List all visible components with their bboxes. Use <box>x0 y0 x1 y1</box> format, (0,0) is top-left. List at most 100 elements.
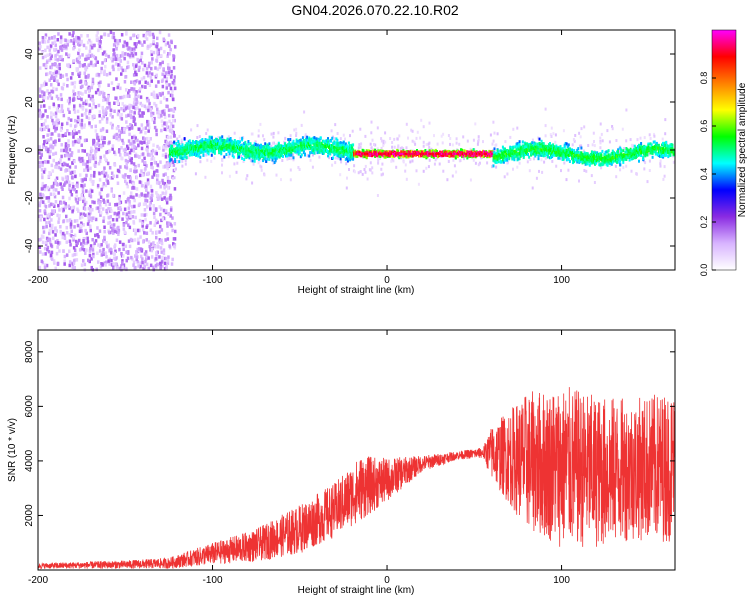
spectrogram-cell <box>153 101 156 106</box>
spectrogram-cell <box>101 117 104 121</box>
spectrogram-cell <box>131 53 135 58</box>
spectrogram-cell <box>221 139 224 143</box>
spectrogram-cell <box>248 156 251 160</box>
spectrogram-cell <box>156 163 159 167</box>
spectrogram-cell <box>68 110 71 114</box>
spectrogram-cell <box>361 172 364 176</box>
spectrogram-cell <box>447 149 450 153</box>
spectrogram-cell <box>138 65 141 70</box>
spectrogram-cell <box>187 146 190 149</box>
spectrogram-cell <box>122 174 125 179</box>
spectrogram-cell <box>117 206 120 211</box>
spectrogram-cell <box>81 215 84 219</box>
spectrogram-cell <box>154 66 157 70</box>
spectrogram-cell <box>146 31 150 36</box>
spectrogram-cell <box>271 149 274 153</box>
spectrogram-cell <box>118 240 122 244</box>
spectrogram-cell <box>155 44 159 49</box>
spectrogram-cell <box>492 139 495 143</box>
spectrogram-cell <box>79 212 83 216</box>
spectrogram-cell <box>155 253 158 257</box>
spectrogram-cell <box>382 144 385 148</box>
spectrogram-cell <box>41 181 45 186</box>
spectrogram-cell <box>146 81 150 85</box>
spectrogram-cell <box>198 142 201 146</box>
spectrogram-cell <box>109 108 113 113</box>
spectrogram-cell <box>120 146 123 150</box>
spectrogram-cell <box>175 142 178 145</box>
spectrogram-cell <box>163 261 167 266</box>
spectrogram-cell <box>48 151 51 156</box>
spectrogram-cell <box>260 143 262 147</box>
spectrogram-cell <box>80 183 83 188</box>
spectrogram-cell <box>90 146 93 151</box>
spectrogram-cell <box>161 72 164 76</box>
spectrogram-cell <box>235 170 238 174</box>
spectrogram-cell <box>140 140 143 145</box>
spectrogram-cell <box>295 142 298 146</box>
spectrogram-cell <box>593 140 595 143</box>
spectrogram-cell <box>42 135 45 139</box>
spectrogram-cell <box>143 104 147 109</box>
spectrogram-cell <box>77 94 80 99</box>
spectrogram-cell <box>202 143 205 147</box>
spectrogram-cell <box>143 252 147 256</box>
spectrogram-cell <box>371 166 374 170</box>
spectrogram-cell <box>155 47 159 52</box>
spectrogram-cell <box>68 32 71 36</box>
spectrogram-cell <box>178 150 181 154</box>
spectrogram-cell <box>291 146 294 150</box>
spectrogram-cell <box>152 173 156 177</box>
spectrogram-cell <box>57 104 61 108</box>
spectrogram-cell <box>61 58 64 62</box>
spectrogram-cell <box>82 223 85 227</box>
spectrogram-cell <box>554 140 557 144</box>
spectrogram-cell <box>538 169 540 173</box>
spectrogram-cell <box>48 58 51 63</box>
spectrogram-cell <box>180 154 183 158</box>
spectrogram-cell <box>247 154 250 158</box>
spectrogram-cell <box>79 223 83 228</box>
spectrogram-cell <box>146 178 150 182</box>
spectrogram-cell <box>287 146 290 150</box>
spectrogram-cell <box>137 163 140 168</box>
spectrogram-cell <box>336 146 339 150</box>
spectrogram-cell <box>445 153 448 157</box>
spectrogram-cell <box>280 147 283 151</box>
spectrogram-cell <box>110 223 113 228</box>
spectrogram-cell <box>103 229 106 234</box>
spectrogram-cell <box>171 75 174 79</box>
spectrogram-cell <box>89 46 92 50</box>
spectrogram-cell <box>625 108 628 112</box>
spectrogram-cell <box>146 136 149 141</box>
spectrogram-cell <box>174 158 177 161</box>
spectrogram-cell <box>288 140 291 144</box>
spectrogram-cell <box>83 198 86 202</box>
spectrogram-cell <box>82 212 85 216</box>
spectrogram-cell <box>135 250 138 254</box>
spectrogram-cell <box>85 138 88 142</box>
spectrogram-cell <box>301 136 304 140</box>
spectrogram-cell <box>378 154 381 158</box>
spectrogram-cell <box>282 154 284 158</box>
spectrogram-cell <box>114 203 117 207</box>
spectrogram-cell <box>99 128 103 133</box>
spectrogram-cell <box>113 109 116 113</box>
spectrogram-cell <box>88 158 92 163</box>
spectrogram-cell <box>159 265 162 270</box>
spectrogram-cell <box>336 138 339 142</box>
spectrogram-cell <box>449 154 452 157</box>
spectrogram-cell <box>115 238 119 242</box>
spectrogram-cell <box>549 133 552 137</box>
spectrogram-cell <box>111 144 115 148</box>
spectrogram-cell <box>136 247 139 252</box>
spectrogram-cell <box>263 154 266 158</box>
spectrogram-cell <box>529 158 532 161</box>
spectrogram-cell <box>139 247 143 251</box>
spectrogram-cell <box>166 232 169 236</box>
spectrogram-cell <box>113 229 117 234</box>
spectrogram-cell <box>103 71 106 75</box>
spectrogram-cell <box>108 101 111 106</box>
spectrogram-cell <box>376 147 379 151</box>
spectrogram-cell <box>57 49 60 54</box>
